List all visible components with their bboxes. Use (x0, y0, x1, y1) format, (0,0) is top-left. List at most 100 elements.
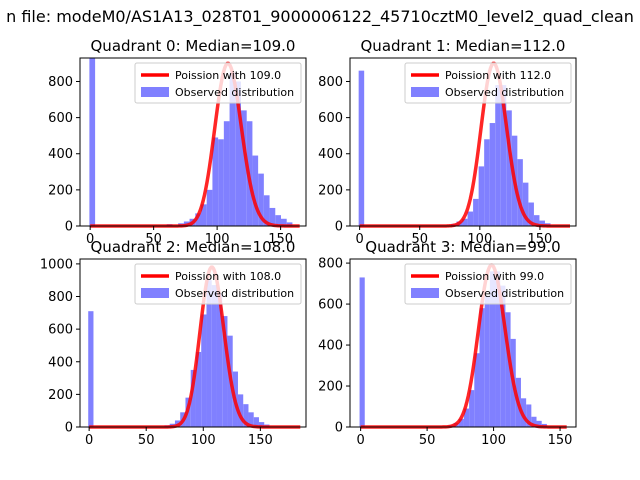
histogram-bar (495, 85, 501, 226)
legend-label: Poission with 99.0 (445, 270, 544, 283)
x-tick-label: 150 (528, 232, 553, 247)
subplot-quadrant-0: 0 50 100 150 0 200 400 600 800 Quadrant 0: Median… (48, 37, 307, 247)
histogram-bar (258, 422, 265, 427)
histogram-bar (505, 312, 511, 427)
histogram-bar (88, 311, 94, 427)
histogram-bar (252, 155, 259, 226)
y-tick-label: 200 (48, 183, 73, 198)
histogram-bar (489, 123, 496, 226)
histogram-bar (258, 173, 264, 226)
subplot-title: Quadrant 3: Median=99.0 (365, 238, 560, 256)
x-tick-label: 50 (138, 433, 155, 448)
subplot-grid: 0 50 100 150 0 200 400 600 800 Quadrant 0: Median… (40, 37, 577, 448)
histogram-bar (206, 189, 213, 226)
histogram-bar (216, 293, 223, 427)
x-tick-label: 0 (356, 433, 364, 448)
x-tick-label: 0 (355, 232, 363, 247)
x-tick-label: 150 (548, 433, 573, 448)
histogram-bar (528, 202, 534, 226)
histogram-bar (201, 314, 207, 427)
histogram-bar (190, 369, 196, 427)
legend-box (134, 263, 302, 305)
x-tick-label: 150 (268, 232, 293, 247)
x-tick-label: 100 (191, 433, 216, 448)
histogram-bar (89, 58, 96, 226)
y-tick-label: 400 (48, 355, 73, 370)
y-tick-label: 400 (318, 339, 343, 354)
histogram-bar (536, 420, 542, 427)
histogram-bar (240, 110, 247, 226)
histogram-bar (474, 353, 480, 427)
legend-label: Observed distribution (175, 287, 294, 300)
x-tick-label: 50 (145, 232, 162, 247)
histogram-bar (286, 222, 293, 226)
histogram-bar (237, 394, 244, 427)
subplot-title: Quadrant 0: Median=109.0 (91, 37, 296, 55)
histogram-bar (467, 211, 474, 226)
y-tick-label: 800 (318, 75, 343, 90)
histogram-bar (235, 81, 241, 226)
histogram-bar (206, 280, 212, 427)
histogram-bar (533, 215, 540, 226)
histogram-bar (269, 207, 276, 226)
histogram-bar (484, 139, 490, 226)
histogram-bar (500, 85, 507, 226)
histogram-bar (506, 110, 512, 226)
histogram-bar (531, 416, 537, 427)
y-tick-label: 600 (318, 298, 343, 313)
legend-hist-swatch (411, 87, 439, 97)
legend-label: Observed distribution (445, 287, 564, 300)
histogram-bar (195, 213, 201, 226)
histogram-bar (500, 285, 506, 427)
legend-hist-swatch (141, 87, 169, 97)
y-tick-label: 800 (48, 290, 73, 305)
legend: Poission with 108.0 Observed distribution (134, 263, 302, 305)
subplot-quadrant-1: 0 50 100 150 0 200 400 600 800 Quadrant 1: Median… (318, 37, 577, 247)
histogram-bar (222, 316, 228, 427)
figure-title: n file: modeM0/AS1A13_028T01_9000006122_… (6, 7, 634, 27)
y-tick-label: 600 (48, 111, 73, 126)
y-tick-label: 0 (335, 220, 343, 235)
y-tick-label: 0 (65, 220, 73, 235)
x-tick-label: 100 (481, 433, 506, 448)
subplot-quadrant-2: 0 50 100 150 0 200 400 600 800 1000 Quadrant 2: Me… (40, 238, 307, 448)
legend-box (404, 62, 572, 104)
y-tick-label: 600 (318, 111, 343, 126)
histogram-bar (495, 271, 501, 427)
histogram-bar (526, 404, 532, 427)
axes-frame (79, 57, 307, 227)
histogram-bar (473, 198, 479, 226)
x-tick-label: 50 (411, 232, 428, 247)
histogram-bar (223, 121, 230, 226)
histogram-bar (275, 215, 281, 226)
y-tick-label: 800 (318, 257, 343, 272)
legend: Poission with 109.0 Observed distribution (134, 62, 302, 104)
histogram-bar (517, 159, 523, 226)
y-tick-label: 600 (48, 323, 73, 338)
histogram-bar (212, 137, 219, 226)
legend: Poission with 112.0 Observed distribution (404, 62, 572, 104)
legend-label: Poission with 112.0 (445, 69, 551, 82)
legend-box (134, 62, 302, 104)
y-tick-label: 400 (48, 147, 73, 162)
histogram-bar (462, 218, 468, 226)
legend-hist-swatch (411, 288, 439, 298)
x-tick-label: 100 (205, 232, 230, 247)
histogram-bar (479, 308, 485, 427)
histogram-bar (229, 72, 236, 226)
histogram-bar (359, 277, 365, 427)
y-tick-label: 200 (48, 388, 73, 403)
histogram-bar (478, 166, 485, 226)
x-tick-label: 50 (419, 433, 436, 448)
histogram-bar (195, 351, 202, 427)
subplot-title: Quadrant 2: Median=108.0 (91, 238, 296, 256)
histogram-bar (522, 182, 529, 226)
legend-label: Observed distribution (175, 86, 294, 99)
histogram-bar (263, 195, 270, 226)
axes-frame (349, 57, 577, 227)
subplot-quadrant-3: 0 50 100 150 0 200 400 600 800 Quadrant 3: Median… (318, 238, 577, 448)
y-tick-label: 1000 (40, 257, 73, 272)
x-tick-label: 0 (85, 433, 93, 448)
axes-frame (349, 258, 577, 428)
y-tick-label: 200 (318, 380, 343, 395)
